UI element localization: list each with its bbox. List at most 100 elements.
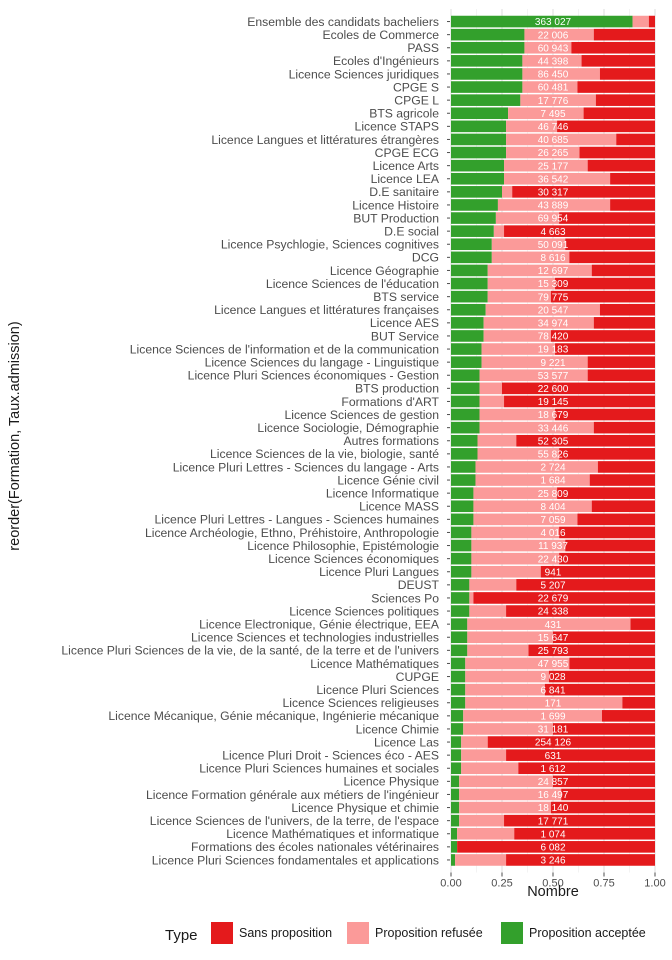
bar-row: 16 497 [451,788,655,801]
legend-item: Proposition acceptée [501,922,646,944]
bar-segment-acceptee [451,55,523,67]
category-label: Licence Géographie [330,264,439,278]
count-label: 431 [545,620,562,631]
category-label: Licence Las [374,735,439,749]
count-label: 34 974 [538,318,569,329]
count-label: 8 616 [540,253,565,264]
category-label: Licence Pluri Sciences économiques - Ges… [188,369,439,383]
bar-segment-refusee [469,592,474,604]
bar-segment-refusee [459,814,505,827]
bar-row: 40 685 [451,133,655,146]
bar-segment-refusee [473,500,592,513]
category-label: BUT Production [353,211,439,225]
bar-row: 34 974 [451,317,655,329]
bar-segment-acceptee [451,421,480,434]
bar-segment-acceptee [451,762,462,775]
bar-segment-sans [557,120,655,133]
bar-segment-refusee [475,474,590,486]
bar-segment-refusee [524,28,594,41]
count-label: 9 221 [540,358,565,369]
bar-segment-sans [559,212,655,224]
x-tick-label: 0.50 [542,878,563,890]
category-label: Licence Sciences politiques [289,604,439,618]
count-label: 25 793 [538,646,569,657]
bar-segment-refusee [491,238,566,251]
bar-segment-acceptee [451,539,472,552]
count-label: 60 481 [538,83,569,94]
category-label: CPGE ECG [375,146,439,160]
bar-segment-sans [569,251,655,264]
bar-segment-refusee [632,15,649,28]
bar-segment-sans [616,133,655,146]
bar-segment-refusee [485,303,600,316]
bar-segment-acceptee [451,303,486,316]
bar-row: 79 775 [451,290,655,303]
bar-segment-refusee [487,264,592,277]
bar-row: 22 006 [451,28,655,41]
bar-segment-acceptee [451,264,488,277]
count-label: 17 771 [538,816,569,827]
bar-segment-acceptee [451,579,470,591]
category-label: Licence Pluri Droit - Sciences éco - AES [222,748,439,762]
bar-segment-acceptee [451,788,460,801]
bar-segment-refusee [471,539,566,552]
count-label: 86 450 [538,70,569,81]
category-label: Licence Physique [343,775,439,789]
bar-segment-acceptee [451,251,492,264]
bar-segment-sans [550,801,655,814]
bar-row: 11 937 [451,539,655,552]
count-label: 8 404 [540,502,565,513]
category-label: Licence Philosophie, Epistémologie [247,539,439,553]
bar-segment-sans [587,159,655,172]
bar-segment-refusee [493,225,505,237]
legend-item: Sans proposition [211,922,332,944]
bar-segment-refusee [459,788,562,801]
bar-segment-acceptee [451,41,525,54]
bar-segment-refusee [479,421,594,434]
bar-segment-acceptee [451,775,460,788]
bar-segment-acceptee [451,683,466,696]
legend-swatch [347,922,369,944]
bar-segment-acceptee [451,487,474,499]
bar-segment-sans [565,539,655,552]
bar-row: 363 027 [451,15,655,28]
category-label: Ecoles d'Ingénieurs [333,54,439,68]
category-label: Licence Sciences juridiques [289,67,439,81]
bar-segment-sans [601,710,655,722]
bar-segment-sans [557,487,655,499]
bar-segment-sans [597,461,655,473]
bar-segment-refusee [524,41,572,54]
bar-segment-refusee [506,133,617,146]
category-label: Licence Mathématiques [310,657,439,671]
bar-segment-refusee [479,382,502,395]
bar-segment-sans [553,775,655,788]
bar-segment-acceptee [451,605,470,617]
bar-segment-acceptee [451,317,484,329]
bar-segment-sans [548,670,655,683]
bar-segment-acceptee [451,513,474,526]
category-label: Licence Sciences et technologies industr… [191,631,439,645]
legend-label: Proposition refusée [375,926,483,940]
bar-row: 7 495 [451,107,655,120]
bar-segment-refusee [479,369,588,382]
bar-segment-sans [473,592,655,604]
bar-row: 20 547 [451,303,655,316]
bar-row: 78 420 [451,330,655,343]
count-label: 46 746 [538,122,569,133]
bar-segment-sans [540,565,655,578]
bar-segment-refusee [479,395,505,408]
count-label: 15 647 [538,633,569,644]
bar-segment-acceptee [451,146,507,159]
category-label: Sciences Po [371,591,439,605]
bar-row: 55 826 [451,448,655,460]
legend-swatch [211,922,233,944]
count-label: 43 889 [538,201,569,212]
bar-segment-refusee [471,552,560,565]
count-label: 4 663 [540,227,565,238]
bar-row: 25 809 [451,487,655,500]
bar-row: 18 140 [451,801,655,814]
bar-segment-sans [553,723,655,735]
category-label: Licence Psychlogie, Sciences cognitives [221,238,439,252]
bar-segment-refusee [461,749,507,761]
